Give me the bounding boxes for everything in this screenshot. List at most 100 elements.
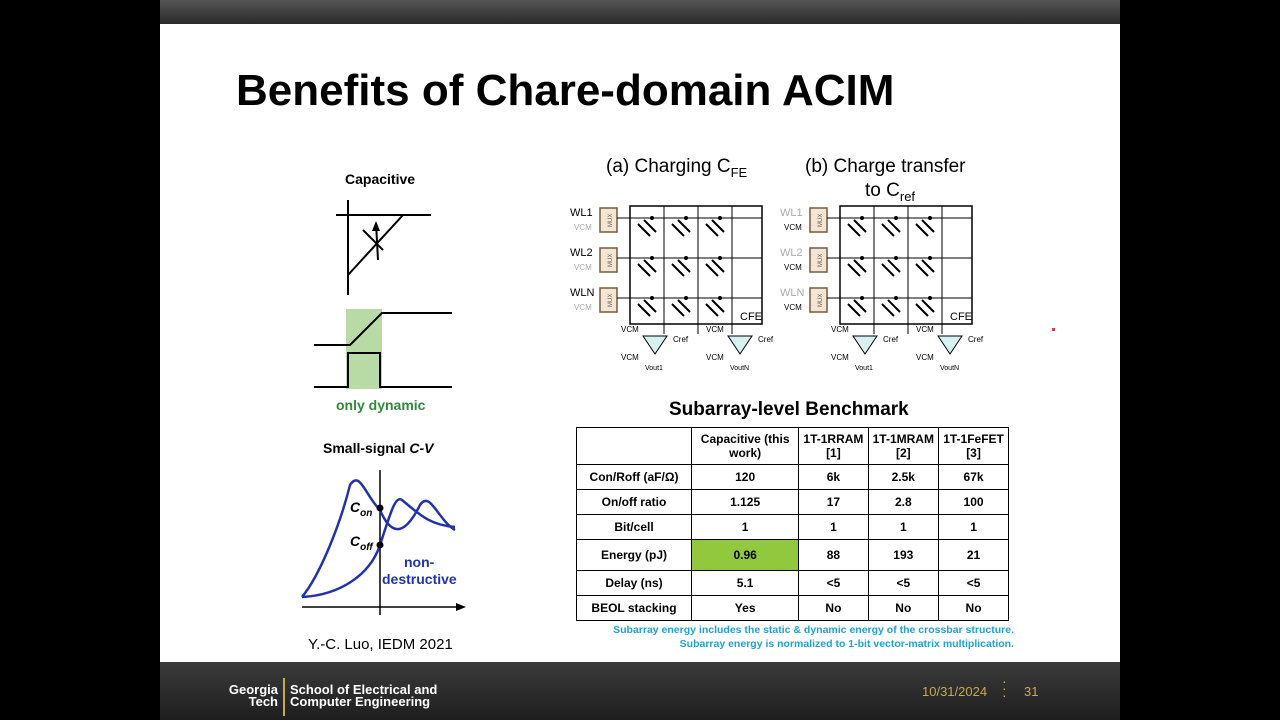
- mux-label: MUX: [608, 254, 614, 267]
- vcm-label: VCM: [574, 263, 592, 272]
- cell-cap-plate: [847, 303, 861, 317]
- mux-label: MUX: [818, 254, 824, 267]
- cell-cap-plate: [915, 263, 929, 277]
- wl-label: WLN: [570, 287, 595, 299]
- logo-line-2: Tech: [248, 694, 278, 709]
- table-cell: No: [938, 595, 1009, 621]
- cv-curve-plot: [301, 470, 466, 615]
- cell-cap-plate: [887, 299, 901, 313]
- cell-cap-plate: [677, 299, 691, 313]
- logo-line-1: Georgia: [228, 682, 278, 697]
- benchmark-table: Capacitive (this work) 1T-1RRAM [1] 1T-1MR…: [576, 427, 1009, 621]
- cell-cap-plate: [671, 303, 685, 317]
- table-header-cell: 1T-1MRAM [2]: [867, 427, 940, 465]
- mux-label: MUX: [608, 294, 614, 307]
- c-on-label: Con: [350, 499, 372, 519]
- mux-box: [809, 207, 828, 233]
- cell-node: [928, 216, 932, 220]
- cell-node: [650, 296, 654, 300]
- table-header-cell: 1T-1FeFET [3]: [938, 427, 1009, 465]
- table-cell: 1: [690, 514, 800, 540]
- cell-cap-plate: [847, 263, 861, 277]
- cell-cap-plate: [887, 259, 901, 273]
- nondestructive-line-2: destructive: [382, 571, 457, 587]
- vcm-label: VCM: [831, 353, 849, 362]
- crossbar-grid: [839, 205, 973, 325]
- cell-cap-plate: [847, 223, 861, 237]
- cell-cap-plate: [853, 219, 867, 233]
- table-row-label: Bit/cell: [576, 514, 692, 540]
- cref-label: Cref: [673, 335, 689, 344]
- cell-cap-plate: [921, 299, 935, 313]
- cell-node: [684, 256, 688, 260]
- cell-cap-plate: [637, 263, 651, 277]
- table-cell: No: [798, 595, 869, 621]
- c-on-sub: on: [360, 507, 373, 519]
- cell-node: [860, 296, 864, 300]
- vcm-label: VCM: [916, 353, 934, 362]
- table-header-cell: 1T-1RRAM [1]: [798, 427, 869, 465]
- cell-node: [718, 216, 722, 220]
- table-cell: 17: [798, 489, 869, 515]
- wl-label: WL2: [780, 247, 803, 259]
- table-row-label: On/off ratio: [576, 489, 692, 515]
- cell-cap-plate: [915, 223, 929, 237]
- table-row: BEOL stacking Yes No No No: [576, 595, 1009, 621]
- mux-box: [599, 247, 618, 273]
- opamp-symbol: [852, 335, 878, 355]
- slide-canvas: Benefits of Chare-domain ACIM Capacitive…: [160, 0, 1120, 720]
- diagram-a-title: (a) Charging CFE: [606, 156, 747, 180]
- table-row-label: Con/Roff (aF/Ω): [576, 464, 692, 490]
- cell-cap-plate: [643, 259, 657, 273]
- diagram-a-sub: FE: [730, 164, 748, 180]
- cell-node: [860, 256, 864, 260]
- table-cell: 1: [938, 514, 1009, 540]
- vcm-label: VCM: [831, 325, 849, 334]
- cell-cap-plate: [671, 263, 685, 277]
- slide-footer: Georgia Tech School of Electrical and Comp…: [160, 662, 1120, 720]
- slide-title: Benefits of Chare-domain ACIM: [236, 66, 895, 115]
- table-row: Delay (ns) 5.1 <5 <5 <5: [576, 570, 1009, 596]
- table-cell: 2.8: [867, 489, 940, 515]
- table-cell: 21: [938, 539, 1009, 571]
- c-off-label: Coff: [350, 533, 373, 553]
- cell-cap-plate: [711, 299, 725, 313]
- citation: Y.-C. Luo, IEDM 2021: [308, 636, 453, 653]
- vcm-label: VCM: [706, 353, 724, 362]
- capacitive-label: Capacitive: [345, 171, 416, 187]
- vcm-label: VCM: [784, 223, 802, 232]
- cell-node: [894, 296, 898, 300]
- cell-node: [650, 256, 654, 260]
- benchmark-note-2: Subarray energy is normalized to 1-bit v…: [679, 638, 1014, 650]
- cell-cap-plate: [671, 223, 685, 237]
- mux-label: MUX: [818, 214, 824, 227]
- vout-label: Vout1: [855, 365, 873, 372]
- table-row: On/off ratio 1.125 17 2.8 100: [576, 489, 1009, 515]
- table-cell: 120: [690, 464, 800, 490]
- benchmark-note-1: Subarray energy includes the static & dy…: [613, 624, 1014, 636]
- cell-cap-plate: [921, 219, 935, 233]
- crossbar-diagram-b: WL1 VCM MUX WL2 VCM MUX WLN VCM MUX CFE VCM VCM Cref…: [780, 205, 984, 372]
- c-off-main: C: [350, 533, 361, 549]
- table-cell: 0.96: [690, 539, 800, 571]
- table-cell: 1.125: [690, 489, 800, 515]
- vcm-label: VCM: [784, 303, 802, 312]
- cref-label: Cref: [883, 335, 899, 344]
- table-cell: 2.5k: [867, 464, 940, 490]
- cell-node: [718, 256, 722, 260]
- mux-label: MUX: [608, 214, 614, 227]
- crossbar-grid: [629, 205, 763, 325]
- c-off-sub: off: [360, 541, 373, 553]
- cell-cap-plate: [915, 303, 929, 317]
- cell-node: [894, 256, 898, 260]
- diagram-b-title-1: (b) Charge transfer: [805, 156, 966, 177]
- wl-label: WL2: [570, 247, 593, 259]
- vcm-label: VCM: [916, 325, 934, 334]
- table-cell: <5: [867, 570, 940, 596]
- cell-cap-plate: [921, 259, 935, 273]
- table-cell: 88: [798, 539, 869, 571]
- cell-cap-plate: [643, 299, 657, 313]
- benchmark-title: Subarray-level Benchmark: [669, 399, 909, 420]
- cell-node: [718, 296, 722, 300]
- cell-node: [928, 296, 932, 300]
